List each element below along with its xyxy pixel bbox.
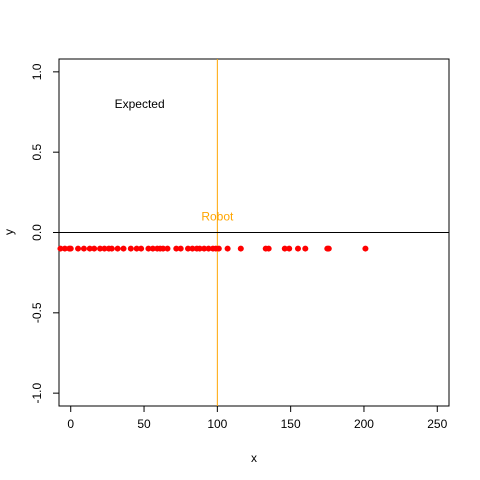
data-point bbox=[215, 245, 222, 252]
annotations: Expected Robot bbox=[115, 97, 234, 223]
data-point bbox=[145, 245, 152, 252]
data-point bbox=[205, 245, 212, 252]
x-tick-label: 200 bbox=[354, 417, 374, 431]
data-point bbox=[325, 245, 332, 252]
data-point bbox=[101, 245, 108, 252]
data-point bbox=[281, 245, 288, 252]
data-point bbox=[185, 245, 192, 252]
data-point bbox=[120, 245, 127, 252]
reference-lines bbox=[59, 59, 449, 406]
y-tick-label: 1.0 bbox=[30, 63, 44, 80]
data-point bbox=[97, 245, 104, 252]
data-point bbox=[138, 245, 145, 252]
annotation-robot-label: Robot bbox=[201, 209, 234, 223]
data-point bbox=[61, 245, 68, 252]
data-points bbox=[57, 245, 369, 252]
data-point bbox=[177, 245, 184, 252]
data-point bbox=[173, 245, 180, 252]
data-point bbox=[164, 245, 171, 252]
x-tick-label: 150 bbox=[281, 417, 301, 431]
data-point bbox=[224, 245, 231, 252]
y-tick-label: 0.5 bbox=[30, 144, 44, 161]
x-axis-label: x bbox=[251, 451, 257, 465]
y-tick-label: 0.0 bbox=[30, 224, 44, 241]
data-point bbox=[362, 245, 369, 252]
data-point bbox=[265, 245, 272, 252]
data-point bbox=[133, 245, 140, 252]
data-point bbox=[108, 245, 115, 252]
data-point bbox=[86, 245, 93, 252]
data-point bbox=[114, 245, 121, 252]
y-axis: -1.0 -0.5 0.0 0.5 1.0 bbox=[30, 63, 59, 403]
data-point bbox=[294, 245, 301, 252]
data-point bbox=[57, 245, 64, 252]
data-point bbox=[127, 245, 134, 252]
data-point bbox=[302, 245, 309, 252]
x-tick-label: 0 bbox=[67, 417, 74, 431]
data-point bbox=[149, 245, 156, 252]
data-point bbox=[196, 245, 203, 252]
x-axis: 0 50 100 150 200 250 bbox=[67, 406, 448, 431]
data-point bbox=[91, 245, 98, 252]
x-tick-label: 50 bbox=[137, 417, 151, 431]
x-tick-label: 250 bbox=[427, 417, 447, 431]
data-point bbox=[80, 245, 87, 252]
data-point bbox=[201, 245, 208, 252]
data-point bbox=[67, 245, 74, 252]
data-point bbox=[75, 245, 82, 252]
data-point bbox=[189, 245, 196, 252]
y-tick-label: -0.5 bbox=[30, 302, 44, 323]
data-point bbox=[286, 245, 293, 252]
data-point bbox=[160, 245, 167, 252]
y-tick-label: -1.0 bbox=[30, 382, 44, 403]
x-tick-label: 100 bbox=[207, 417, 227, 431]
data-point bbox=[237, 245, 244, 252]
y-axis-label: y bbox=[2, 229, 16, 235]
annotation-expected-label: Expected bbox=[115, 97, 165, 111]
